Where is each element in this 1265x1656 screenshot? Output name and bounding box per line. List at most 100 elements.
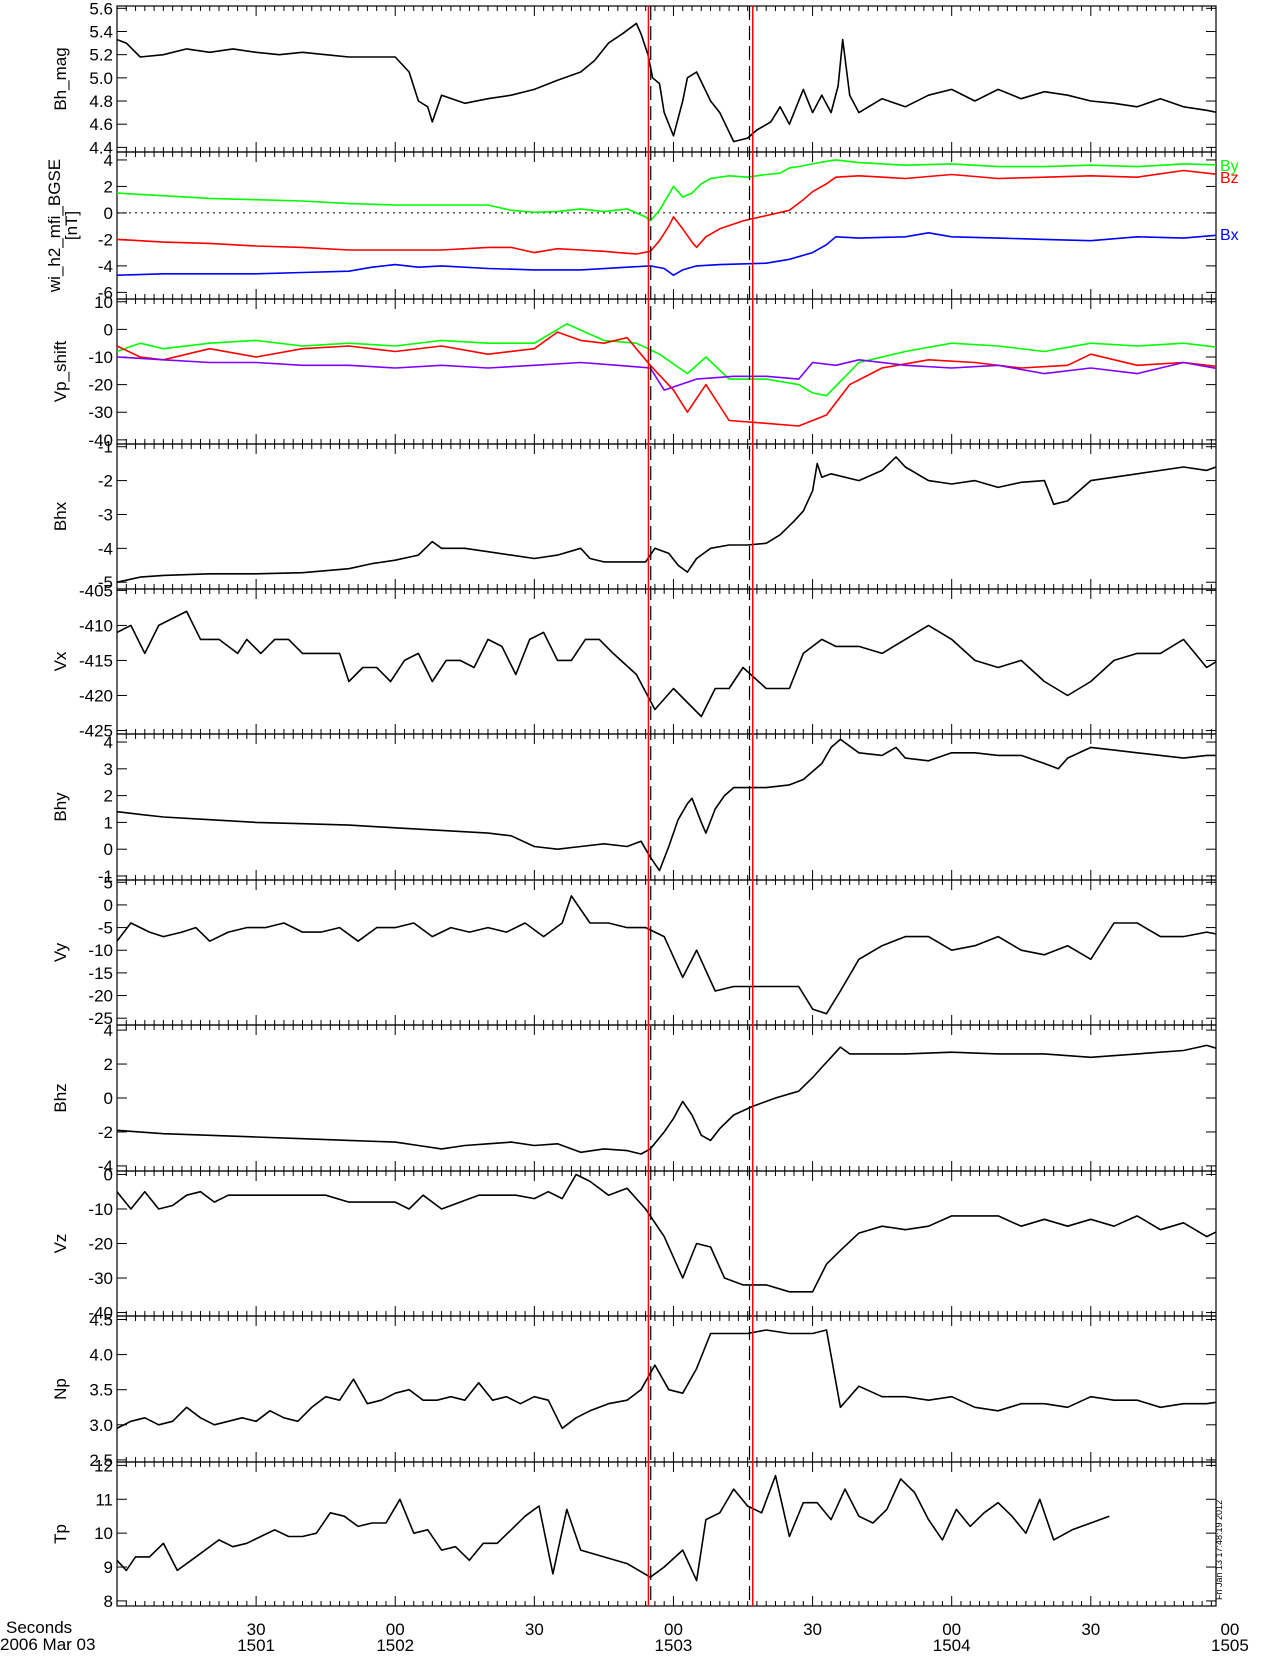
x-tick-label-seconds: 30 [247,1620,266,1639]
y-tick-label: -15 [88,964,113,983]
panel-bh-mag: 4.4 4.6 4.8 5.0 5.2 5.4 5.6 Bh_mag [51,0,1217,157]
series-line [117,169,1216,255]
x-tick-label-seconds: 30 [1081,1620,1100,1639]
panel-vx: -425 -420 -415 -410 -405 Vx [51,581,1217,740]
y-tick-label: 9 [104,1558,113,1577]
y-tick-label: -425 [79,721,113,740]
series-line [117,1173,1216,1293]
y-tick-label: 11 [95,1490,113,1509]
series-line [117,1329,1216,1430]
y-tick-label: 3 [104,760,113,779]
y-tick-label: 10 [94,293,113,312]
y-tick-label: -415 [79,651,113,670]
panel-frame [116,1024,1217,1172]
series-line [117,738,1216,872]
y-axis-label: Bhz [51,1083,70,1112]
series-label: By [1220,158,1239,175]
y-tick-label: -30 [88,403,113,422]
series-label: Bx [1220,227,1239,244]
y-tick-label: 0 [104,1165,113,1184]
y-axis-label: Tp [51,1524,70,1544]
plot-panels: 4.44.64.85.05.25.45.6Bh_mag-6-4-2024wi_h… [45,0,1239,1611]
y-tick-label: 5.4 [89,22,113,41]
y-tick-label: 1 [104,813,113,832]
y-tick-label: 0 [104,320,113,339]
y-axis-label: Vx [51,651,70,671]
series-line [117,232,1216,276]
y-tick-label: -5 [98,573,113,592]
y-tick-label: -6 [98,283,113,302]
x-axis-title-date: 2006 Mar 03 [0,1635,95,1654]
y-tick-label: -4 [98,1157,113,1176]
y-tick-label: 3.5 [89,1381,113,1400]
y-tick-label: -410 [79,616,113,635]
y-axis-label-units: [nT] [62,211,81,240]
y-tick-label: 2 [104,787,113,806]
x-tick-label-time: 1505 [1211,1636,1249,1655]
y-tick-label: -30 [88,1269,113,1288]
series-line [117,895,1216,1015]
x-tick-label-time: 1504 [933,1636,971,1655]
x-tick-label-seconds: 00 [664,1620,683,1639]
y-axis-label: Vp_shift [51,341,70,403]
y-tick-label: 0 [104,840,113,859]
series-line [117,356,1216,391]
series-line [117,1044,1216,1155]
y-tick-label: 8 [104,1592,113,1611]
x-tick-label-time: 1503 [655,1636,693,1655]
y-tick-label: 0 [104,204,113,223]
y-tick-label: -420 [79,686,113,705]
y-tick-label: 4 [104,733,113,752]
y-tick-label: 0 [104,896,113,915]
panel-np: 2.5 3.0 3.5 4.0 4.5 Np [51,1311,1217,1470]
y-axis-label: Bh_mag [51,47,70,110]
y-tick-label: 10 [94,1524,113,1543]
series-line [117,456,1216,583]
panel-frame [116,1461,1217,1607]
y-tick-label: -405 [79,581,113,600]
y-axis-label: Bhx [51,501,70,531]
x-tick-label-time: 1501 [237,1636,275,1655]
panel-bhz: -4 -2 0 2 4 Bhz [51,1021,1217,1176]
x-axis-title-seconds: Seconds [6,1618,72,1637]
y-tick-label: 4.6 [89,115,113,134]
y-tick-label: 4.5 [89,1311,113,1330]
series-line [117,159,1216,222]
y-tick-label: 4.8 [89,92,113,111]
panel-vp-shift: -40 -30 -20 -10 0 10 Vp_shift [51,293,1217,450]
y-tick-label: 12 [94,1456,113,1475]
panel-bhx: -5 -4 -3 -2 -1 Bhx [51,438,1217,592]
event-marker-lines [647,6,754,1606]
y-tick-label: 2.5 [89,1451,113,1470]
panel-tp: 8 9 10 11 12 Tp [51,1456,1217,1611]
panel-vz: -40 -30 -20 -10 0 Vz [51,1165,1217,1323]
y-tick-label: 5.2 [89,46,113,65]
panel-bhy: -1 0 1 2 3 4 Bhy [51,733,1217,886]
y-tick-label: 5.6 [89,0,113,18]
y-tick-label: -4 [98,257,113,276]
y-tick-label: -5 [98,919,113,938]
y-tick-label: 4 [104,1021,113,1040]
y-tick-label: 2 [104,1055,113,1074]
y-axis-label: Bhy [51,792,70,822]
y-tick-label: -3 [98,505,113,524]
x-tick-label-seconds: 00 [942,1620,961,1639]
y-tick-label: -40 [88,431,113,450]
series-line [117,331,1216,427]
y-tick-label: -10 [88,1200,113,1219]
y-tick-label: -2 [98,1123,113,1142]
y-axis-label: Np [51,1378,70,1400]
panel-frame [116,588,1217,735]
panel-frame [116,1315,1217,1463]
panel-frame [116,151,1217,300]
panel-frame [116,443,1217,590]
y-tick-label: -4 [98,539,113,558]
y-tick-label: 3.0 [89,1416,113,1435]
y-tick-label: -25 [88,1009,113,1028]
y-tick-label: -10 [88,941,113,960]
x-tick-label-time: 1502 [376,1636,414,1655]
y-tick-label: -20 [88,987,113,1006]
